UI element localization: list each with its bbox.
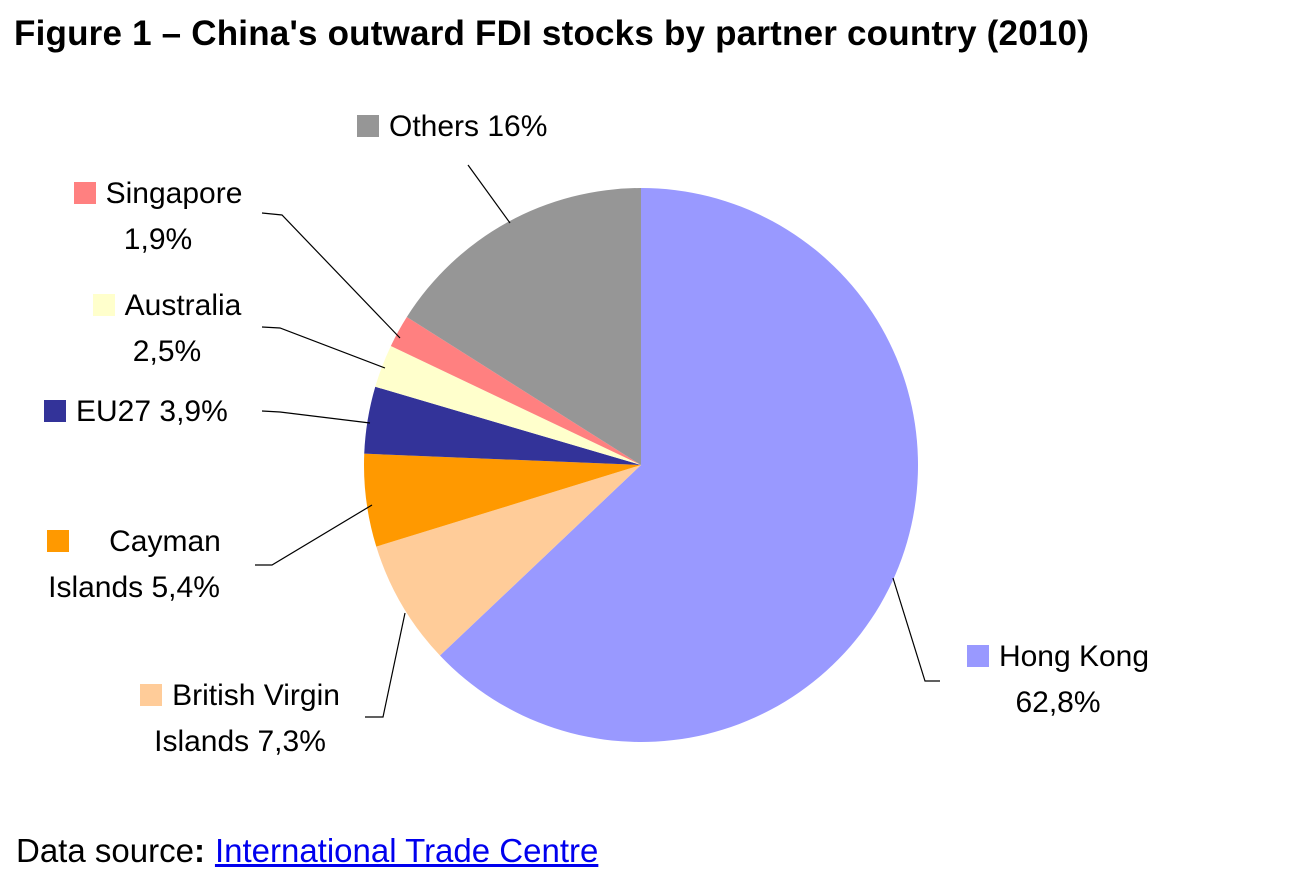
label-text: British Virgin xyxy=(172,679,340,712)
label-singapore: Singapore 1,9% xyxy=(58,171,258,263)
label-value: 62,8% xyxy=(1015,686,1101,719)
pie-slice-australia xyxy=(375,346,641,465)
label-australia: Australia 2,5% xyxy=(78,283,256,375)
label-text: Hong Kong xyxy=(998,640,1150,673)
source-prefix: Data source xyxy=(16,832,194,869)
legend-swatch-cayman xyxy=(47,530,70,552)
legend-swatch-australia xyxy=(92,294,115,316)
source-colon: : xyxy=(193,832,205,869)
leader-line-hongkong xyxy=(892,577,940,682)
legend-swatch-hongkong xyxy=(966,645,989,667)
data-source: Data source: International Trade Centre xyxy=(16,832,598,870)
leader-line-bvi xyxy=(365,612,406,718)
label-value: Islands 7,3% xyxy=(154,725,326,758)
label-cayman: Cayman Islands 5,4% xyxy=(18,519,250,611)
label-value: 1,9% xyxy=(123,223,193,256)
label-others: Others 16% xyxy=(357,104,547,150)
label-bvi: British Virgin Islands 7,3% xyxy=(120,673,360,765)
pie-slice-singapore xyxy=(390,317,641,465)
label-text: Singapore xyxy=(105,177,243,210)
label-text: Cayman xyxy=(109,525,221,558)
legend-swatch-bvi xyxy=(140,684,163,706)
label-value: Islands 5,4% xyxy=(48,571,220,604)
chart-title: Figure 1 – China's outward FDI stocks by… xyxy=(14,14,1090,53)
legend-swatch-others xyxy=(357,115,379,137)
pie-slice-cayman-islands xyxy=(364,453,641,547)
label-text: Australia xyxy=(124,289,242,322)
legend-swatch-eu27 xyxy=(44,400,66,422)
leader-line-cayman xyxy=(255,504,373,566)
label-text: Others 16% xyxy=(389,110,548,143)
source-link[interactable]: International Trade Centre xyxy=(214,832,599,869)
pie-slice-eu27 xyxy=(364,386,641,465)
leader-line-australia xyxy=(261,326,386,369)
label-value: 2,5% xyxy=(132,335,202,368)
leader-line-others xyxy=(467,164,511,224)
leader-line-eu27 xyxy=(261,410,371,424)
leader-line-singapore xyxy=(261,212,401,339)
pie-slice-others xyxy=(406,188,641,465)
pie-slice-hong-kong xyxy=(439,188,918,742)
label-eu27: EU27 3,9% xyxy=(44,389,228,435)
label-hongkong: Hong Kong 62,8% xyxy=(948,634,1168,726)
label-text: EU27 3,9% xyxy=(76,395,228,428)
pie-slice-british-virgin-islands xyxy=(376,465,641,656)
legend-swatch-singapore xyxy=(73,182,96,204)
